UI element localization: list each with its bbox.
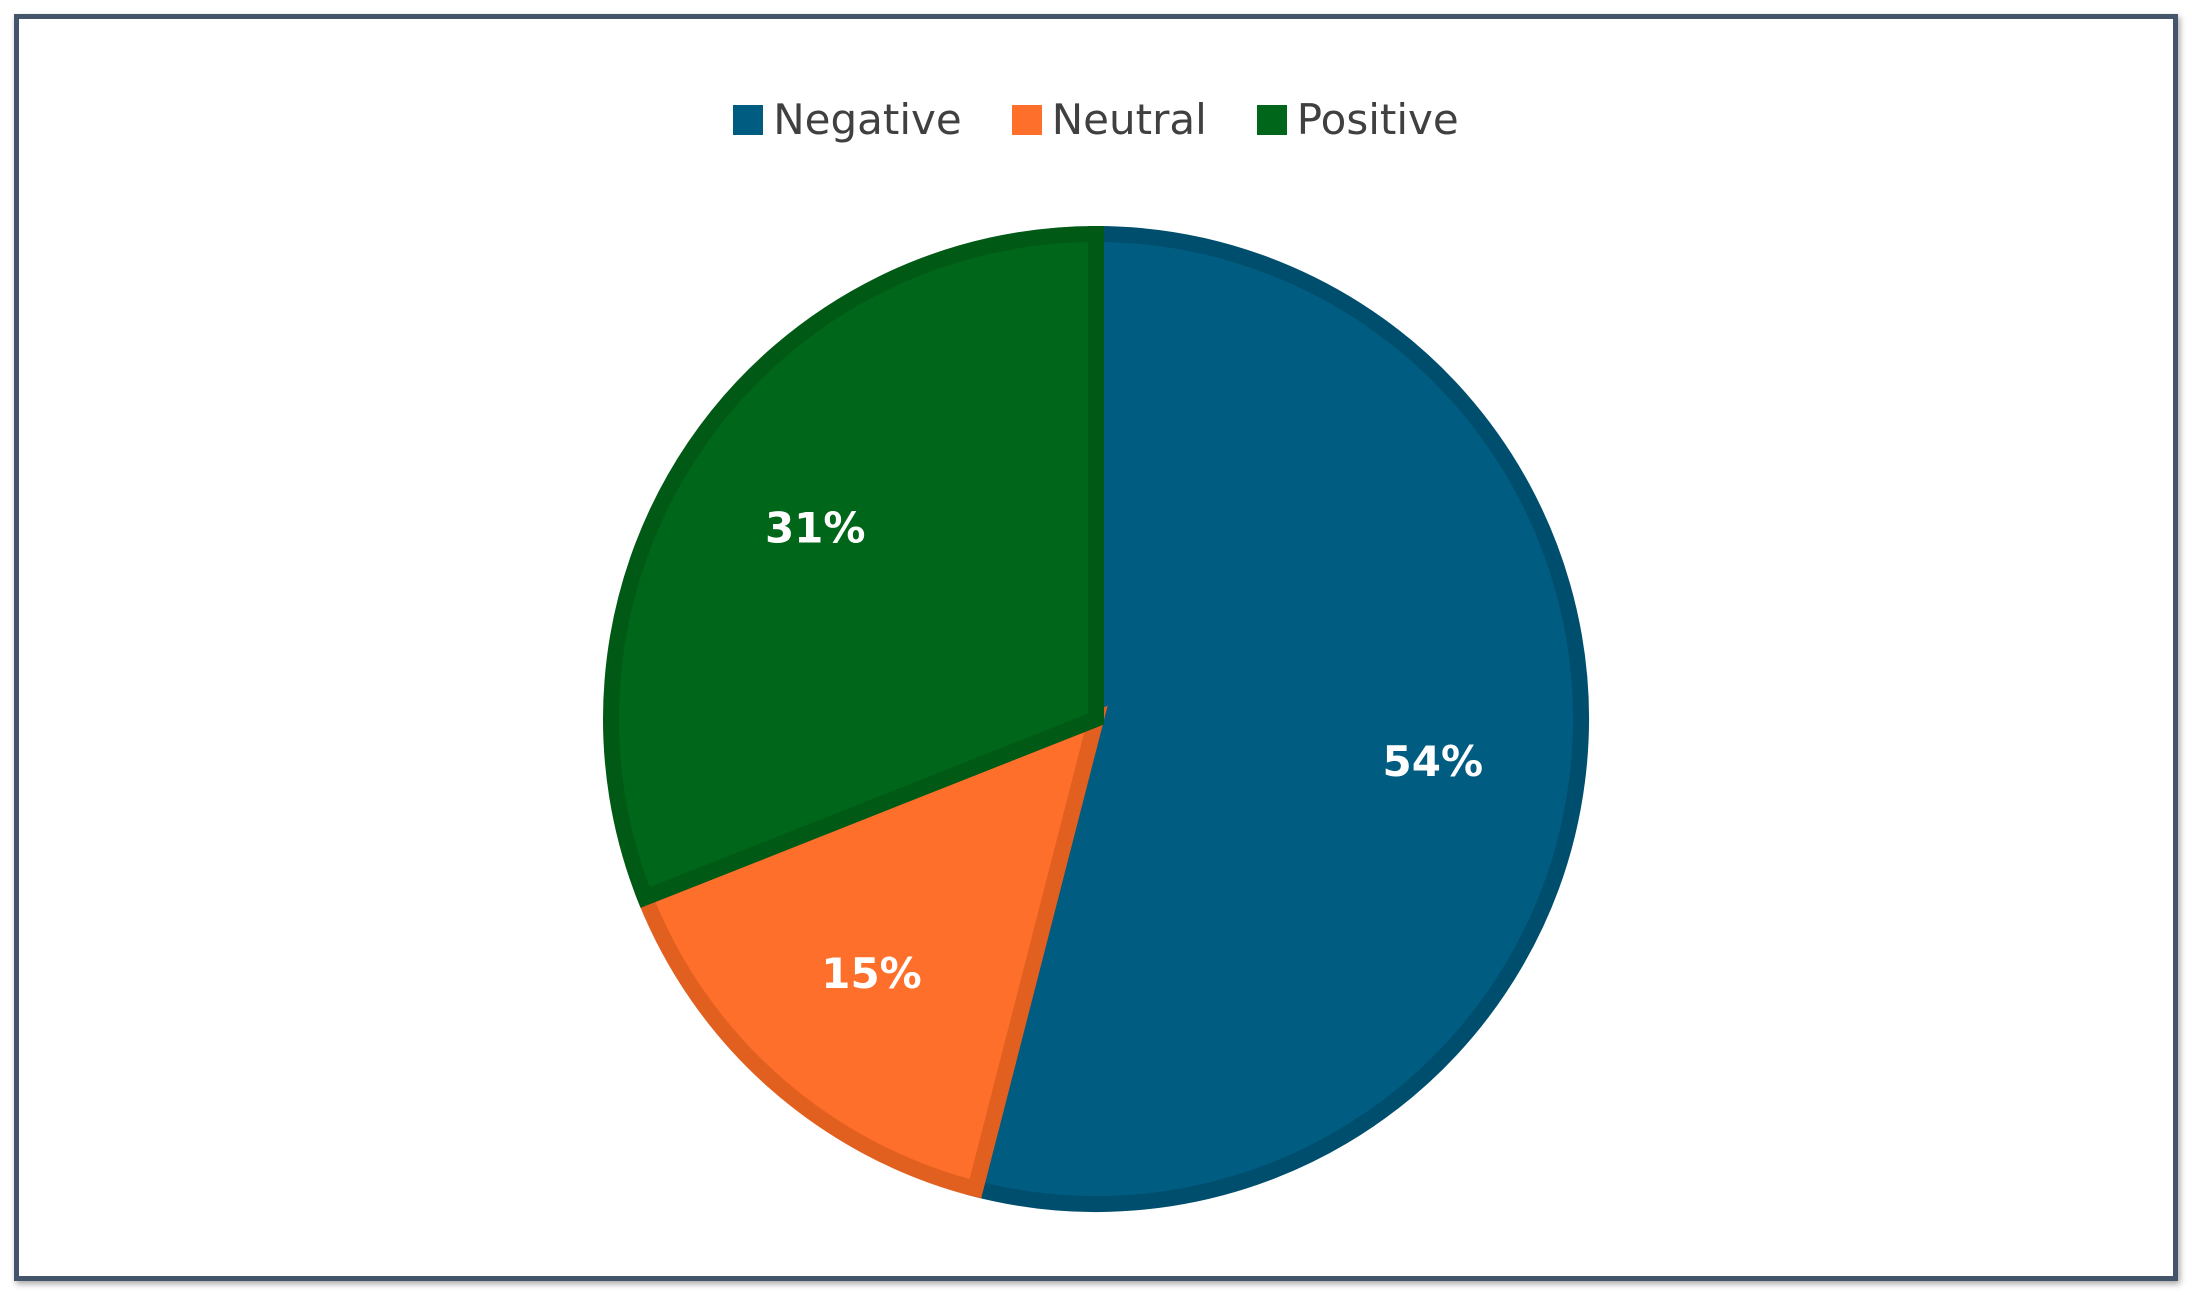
legend-label-neutral: Neutral bbox=[1051, 95, 1207, 144]
legend-item-negative: Negative bbox=[733, 95, 962, 144]
pie-slice-positive bbox=[603, 225, 1104, 908]
legend-label-negative: Negative bbox=[773, 95, 962, 144]
pie-slice-neutral bbox=[634, 705, 1108, 1199]
pie-label-positive: 31% bbox=[765, 504, 866, 553]
pie-slices bbox=[603, 225, 1589, 1212]
pie-slice-negative bbox=[965, 225, 1589, 1212]
legend-item-positive: Positive bbox=[1256, 95, 1459, 144]
pie-chart: 54% 15% 31% bbox=[603, 225, 1589, 1212]
legend-label-positive: Positive bbox=[1296, 95, 1459, 144]
legend-item-neutral: Neutral bbox=[1011, 95, 1207, 144]
chart-frame: Negative Neutral Positive 54% 15% 31% bbox=[14, 14, 2178, 1281]
pie-slice-labels: 54% 15% 31% bbox=[765, 504, 1483, 998]
pie-label-negative: 54% bbox=[1383, 737, 1484, 786]
legend-swatch-negative bbox=[733, 104, 764, 135]
legend-swatch-positive bbox=[1256, 104, 1287, 135]
legend-swatch-neutral bbox=[1011, 104, 1042, 135]
pie-label-neutral: 15% bbox=[821, 949, 922, 998]
legend: Negative Neutral Positive bbox=[19, 95, 2173, 144]
